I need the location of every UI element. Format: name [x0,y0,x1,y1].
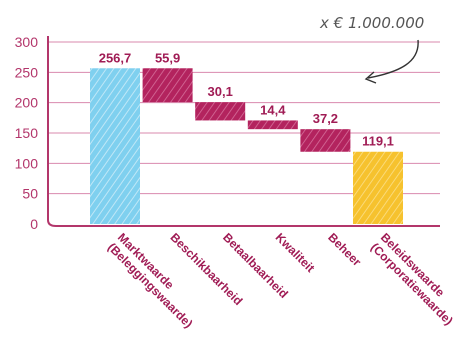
arrow-icon [367,39,419,79]
bars [90,68,403,224]
bar [247,120,298,130]
x-tick-label: Beheer [325,230,364,269]
unit-note: x € 1.000.000 [319,14,424,32]
data-label: 119,1 [362,134,394,149]
y-tick-label: 0 [30,216,38,232]
axis-line [47,36,440,227]
bar [195,102,246,121]
y-tick-label: 100 [15,155,39,171]
data-labels: 256,7 55,9 30,1 14,4 37,2 119,1 [99,50,394,148]
x-tick-label: Kwaliteit [273,230,318,275]
arrow-head-icon [364,71,377,84]
data-label: 55,9 [155,50,180,65]
data-label: 30,1 [208,84,233,99]
x-tick-label: Beleidswaarde(Corporatiewaarde) [368,230,456,328]
bar [300,129,351,152]
y-tick-label: 250 [15,64,39,80]
y-tick-label: 50 [22,186,38,202]
bar [90,68,140,224]
data-label: 37,2 [313,111,338,126]
x-tick-label-line: Beheer [325,230,364,269]
y-tick-labels: 0 50 100 150 200 250 300 [15,34,39,232]
data-label: 256,7 [99,50,132,65]
data-label: 14,4 [260,102,286,117]
y-tick-label: 300 [15,34,39,50]
bar [353,151,403,224]
y-tick-label: 200 [15,95,39,111]
axes [47,36,440,227]
x-tick-labels: Marktwaarde(Beleggingswaarde)Beschikbaar… [105,230,456,330]
x-tick-label-line: Kwaliteit [273,230,318,275]
y-tick-label: 150 [15,125,39,141]
bar [142,68,193,103]
